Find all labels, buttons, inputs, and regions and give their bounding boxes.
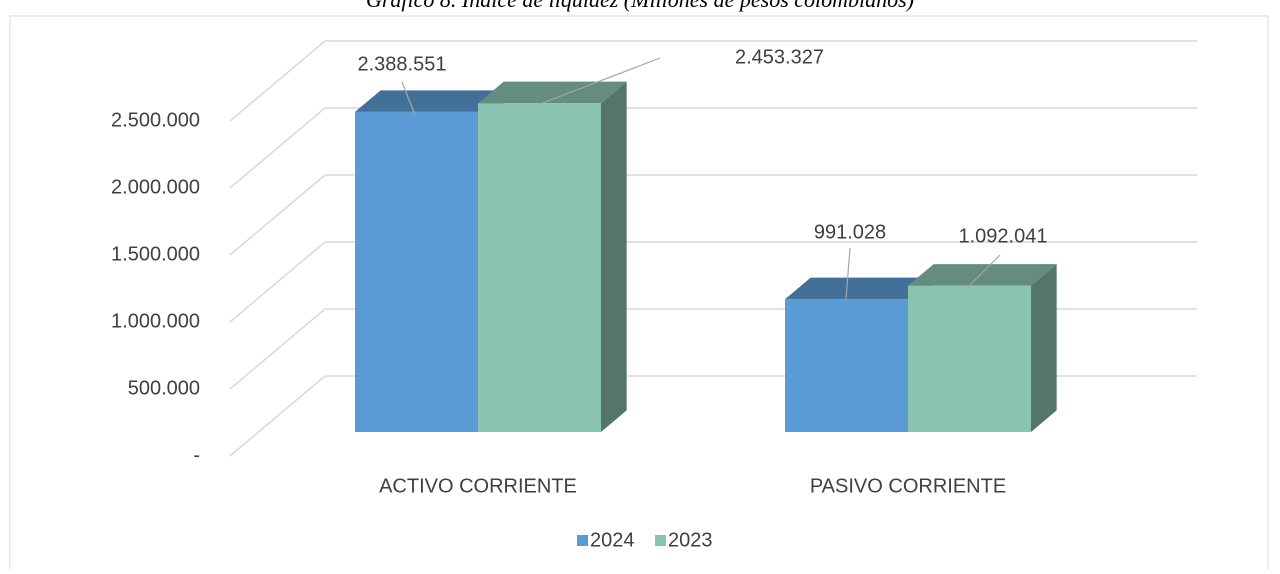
grid-line <box>229 375 326 457</box>
bar-top <box>478 81 627 104</box>
bar-side <box>601 81 627 433</box>
data-label: 1.092.041 <box>959 225 1048 247</box>
data-label: 2.388.551 <box>358 53 447 75</box>
chart-title: Gráfico 8. Índice de liquidez (Millones … <box>366 0 914 12</box>
grid-line <box>229 174 326 256</box>
bar <box>785 299 908 432</box>
bar <box>478 103 601 432</box>
bar-top <box>785 277 934 300</box>
bar-side <box>1031 264 1057 432</box>
legend-label: 2024 <box>590 529 635 551</box>
leader-line <box>967 254 1001 288</box>
data-label: 991.028 <box>814 221 886 243</box>
y-tick-label: 500.000 <box>128 377 200 399</box>
grid-line <box>229 40 326 122</box>
x-tick-label: PASIVO CORRIENTE <box>810 475 1006 497</box>
grid-line <box>229 241 326 323</box>
x-tick-label: ACTIVO CORRIENTE <box>379 475 577 497</box>
y-tick-label: 2.500.000 <box>111 109 200 131</box>
legend-swatch <box>577 535 588 546</box>
bar-top <box>908 264 1057 286</box>
leader-line <box>845 247 851 300</box>
leader-line <box>401 81 416 116</box>
bar <box>355 111 478 432</box>
chart-frame <box>9 15 1269 574</box>
y-tick-label: 2.000.000 <box>111 176 200 198</box>
bar <box>908 285 1031 432</box>
data-label: 2.453.327 <box>735 46 824 68</box>
grid-line <box>229 107 326 189</box>
leader-line <box>539 57 661 105</box>
y-tick-label: 1.500.000 <box>111 243 200 265</box>
y-tick-label: 1.000.000 <box>111 310 200 332</box>
legend-label: 2023 <box>668 529 713 551</box>
y-tick-label: - <box>193 444 200 466</box>
legend-swatch <box>655 535 666 546</box>
bar-top <box>355 90 504 112</box>
grid-line <box>229 308 326 390</box>
